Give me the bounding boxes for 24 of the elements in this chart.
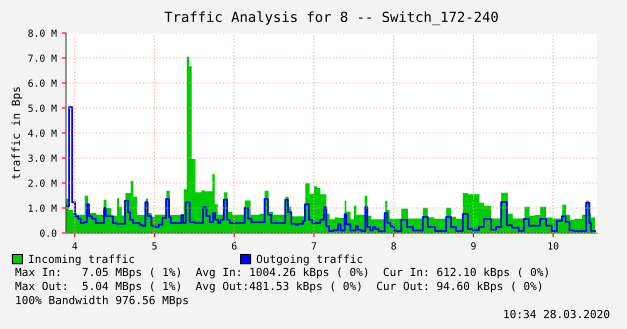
x-tick-label: 6 — [232, 242, 237, 250]
text: Max Out: 5.04 MBps ( 1%) Avg Out:481.53 kBps ( 0%) Cur Out: 94.60 kBps ( 0%) — [15, 282, 542, 292]
y-tick-label: 8.0 M — [28, 30, 57, 37]
y-tick-label: 3.0 M — [28, 154, 57, 162]
text: 100% Bandwidth 976.56 MBps — [16, 296, 188, 306]
y-tick-label: 7.0 M — [28, 54, 57, 62]
x-tick-label: 10 — [548, 242, 558, 250]
x-tick-label: 4 — [72, 242, 78, 250]
legend-label: Incoming traffic — [29, 254, 134, 266]
text: Max In: 7.05 MBps ( 1%) Avg In: 1004.26 kBps ( 0%) Cur In: 612.10 kBps ( 0%) — [15, 268, 548, 278]
y-axis-title: traffic in Bps — [11, 87, 22, 180]
x-tick-label: 8 — [391, 242, 396, 250]
chart-title: Traffic Analysis for 8 -- Switch_172-240 — [164, 11, 498, 26]
y-tick-label: 0.0 — [40, 230, 56, 237]
x-tick-label: 7 — [312, 242, 316, 250]
y-tick-label: 6.0 M — [28, 80, 57, 87]
y-tick-label: 2.0 M — [28, 180, 57, 187]
text: 10:34 28.03.2020 — [504, 310, 610, 318]
x-tick-label: 9 — [471, 242, 476, 250]
legend-label: Outgoing traffic — [256, 254, 362, 266]
x-tick-label: 5 — [152, 242, 157, 250]
y-tick-label: 1.0 M — [28, 204, 57, 212]
y-tick-label: 4.0 M — [28, 130, 57, 137]
y-tick-label: 5.0 M — [28, 104, 57, 112]
